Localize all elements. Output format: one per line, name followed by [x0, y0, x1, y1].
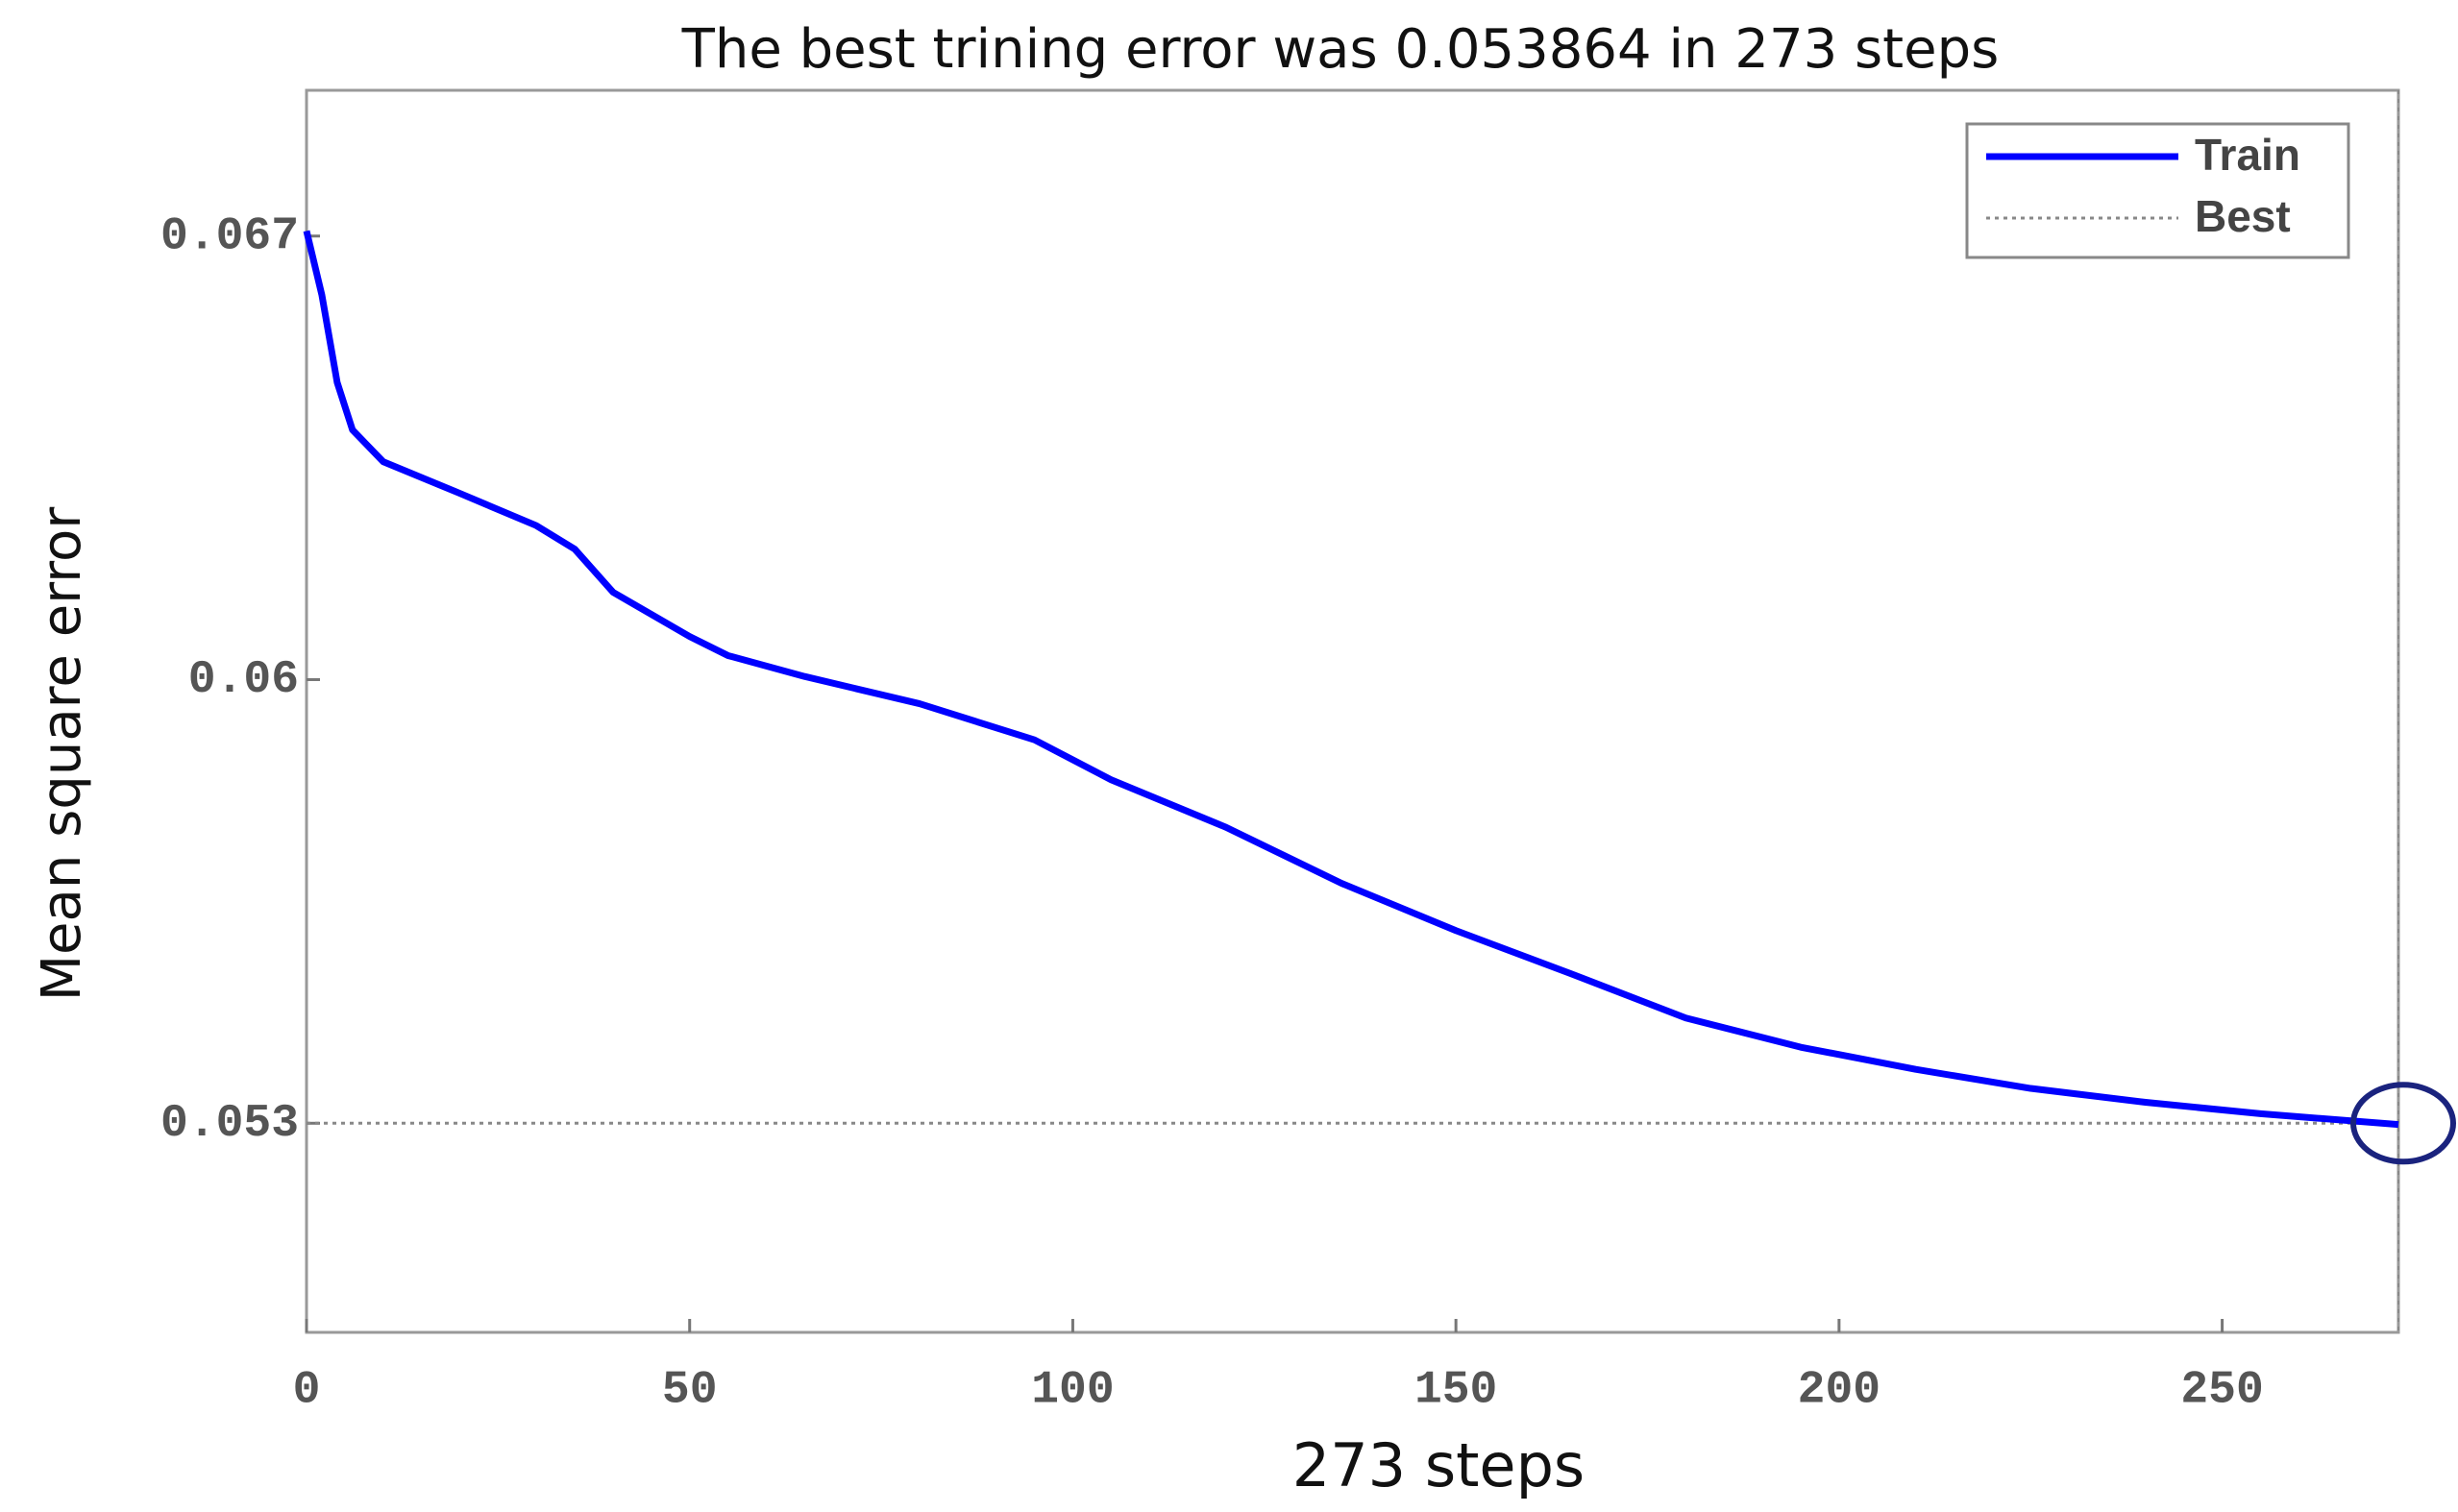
y-tick-label: 0.053	[160, 1098, 299, 1150]
legend-label: Best	[2195, 191, 2291, 241]
y-axis-label: Mean square error	[31, 506, 93, 1002]
train-line	[303, 230, 2399, 1129]
plot-frame	[305, 88, 2400, 1334]
x-tick-label: 0	[293, 1365, 321, 1417]
x-tick-label: 250	[2180, 1365, 2263, 1417]
x-tick-label: 200	[1798, 1365, 1880, 1417]
legend-box	[1965, 122, 2350, 259]
x-axis-label: 273 steps	[1292, 1430, 1585, 1500]
chart-title: The best trining error was 0.053864 in 2…	[681, 18, 2000, 81]
x-tick-label: 50	[662, 1365, 718, 1417]
y-tick-label: 0.06	[188, 654, 299, 706]
x-tick-label: 100	[1031, 1365, 1114, 1417]
x-tick-label: 150	[1414, 1365, 1497, 1417]
y-tick-label: 0.067	[160, 210, 299, 262]
best-marker	[2350, 1082, 2456, 1165]
legend-label: Train	[2195, 130, 2300, 180]
